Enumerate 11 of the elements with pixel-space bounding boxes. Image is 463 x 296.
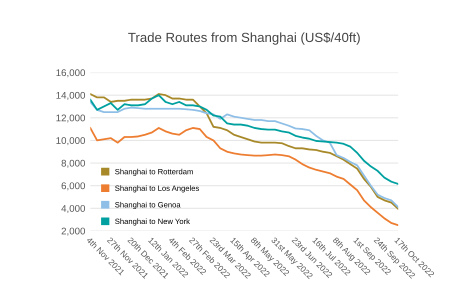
y-tick-label: 4,000 — [61, 204, 86, 214]
y-tick-label: 12,000 — [56, 114, 86, 123]
y-tick-label: 8,000 — [62, 160, 86, 168]
y-tick-label: 6,000 — [62, 182, 86, 190]
y-tick-label: 14,000 — [56, 92, 86, 100]
y-tick-label: 10,000 — [56, 137, 86, 146]
line-series — [90, 94, 398, 185]
chart-title: Trade Routes from Shanghai (US$/40ft) — [128, 32, 360, 45]
line-series — [90, 127, 398, 226]
y-tick-label: 2,000 — [62, 228, 86, 236]
y-tick-label: 16,000 — [56, 69, 86, 78]
